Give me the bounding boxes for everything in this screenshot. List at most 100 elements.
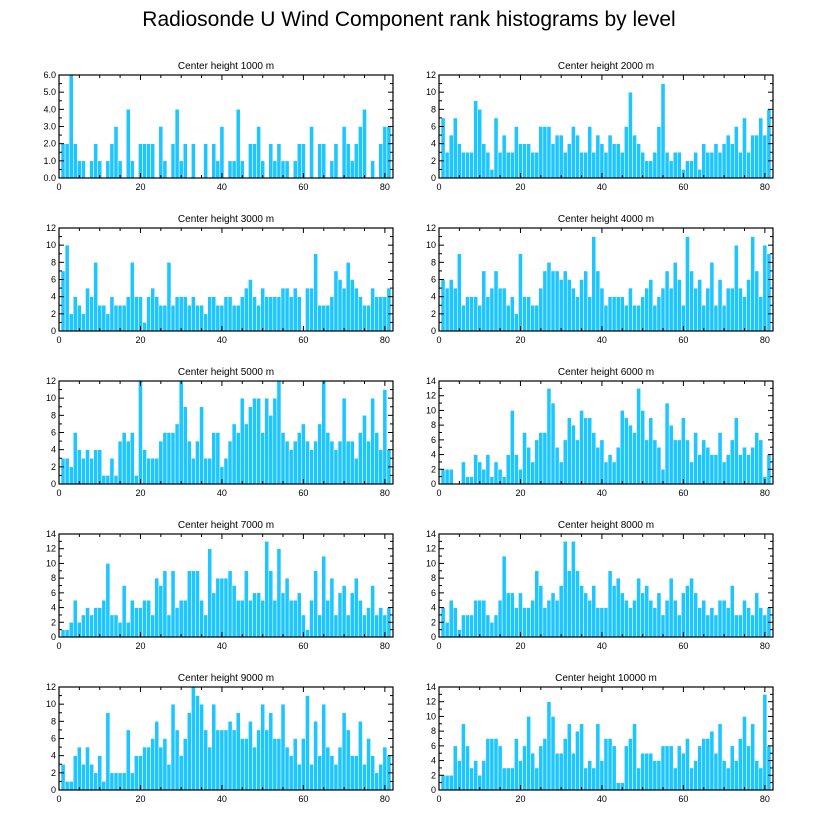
y-tick-label: 2 <box>431 770 436 780</box>
bar <box>81 458 86 485</box>
bar <box>77 305 82 332</box>
bar <box>640 592 645 638</box>
y-tick-label: 12 <box>46 223 56 233</box>
bar <box>526 607 531 638</box>
bar <box>68 74 74 179</box>
histogram-panel-5: Center height 5000 m 0 20 40 60 80 0 2 4 6 8 10 12 <box>46 367 394 498</box>
bar <box>583 270 588 332</box>
x-tick-label: 40 <box>597 488 607 498</box>
x-tick-label: 60 <box>298 794 308 804</box>
bar <box>305 629 310 638</box>
bar <box>272 738 278 791</box>
bar <box>656 126 662 179</box>
bar <box>366 738 371 791</box>
bar <box>575 439 580 485</box>
bar <box>514 126 519 179</box>
bar <box>191 686 196 791</box>
bar <box>493 461 499 485</box>
bar <box>668 160 674 179</box>
bar <box>591 236 597 332</box>
bar <box>199 703 204 791</box>
bar <box>534 570 540 638</box>
bar <box>542 738 548 791</box>
bar <box>182 296 188 332</box>
bar <box>138 380 143 485</box>
bar <box>199 305 204 332</box>
bar <box>725 454 731 485</box>
bar <box>358 296 363 332</box>
bar <box>370 755 375 791</box>
bar <box>362 614 367 638</box>
bar <box>150 458 155 485</box>
bar <box>288 599 294 638</box>
bar <box>620 296 625 332</box>
bar <box>469 152 474 179</box>
bar <box>345 440 351 485</box>
bar <box>121 432 127 485</box>
bar <box>583 152 588 179</box>
bar <box>562 270 568 332</box>
bar <box>664 599 670 638</box>
bar <box>664 270 670 332</box>
bar <box>207 746 212 791</box>
bar <box>640 152 645 179</box>
bar <box>272 296 278 332</box>
bar <box>522 432 527 485</box>
y-tick-label: 2 <box>431 156 436 166</box>
bar <box>256 305 261 332</box>
bar <box>477 109 483 179</box>
panel-title: Center height 8000 m <box>558 520 654 531</box>
bar <box>256 729 261 791</box>
y-tick-label: 14 <box>46 529 56 539</box>
bar <box>85 746 90 791</box>
bar <box>538 745 544 791</box>
bar <box>713 614 719 638</box>
bar <box>493 117 499 179</box>
bar <box>199 599 204 638</box>
bar <box>219 577 225 638</box>
bar <box>341 712 347 791</box>
bar <box>313 570 318 638</box>
bar <box>215 160 221 179</box>
bar <box>113 305 119 332</box>
bar <box>444 287 450 332</box>
bar <box>672 152 678 179</box>
bar <box>583 417 588 485</box>
bar <box>567 417 572 485</box>
bar <box>333 764 339 791</box>
bar <box>738 287 743 332</box>
bar <box>644 585 650 638</box>
bar <box>329 440 335 485</box>
y-tick-label: 0.0 <box>43 173 56 183</box>
histogram-panel-1: Center height 1000 m 0 20 40 60 80 0.0 1.0 2.0 3.… <box>43 61 394 192</box>
bar <box>514 454 519 485</box>
bar <box>571 287 576 332</box>
bar <box>117 440 123 485</box>
bar <box>97 755 103 791</box>
bar <box>709 730 715 791</box>
bar <box>203 313 208 332</box>
bar <box>81 160 86 179</box>
y-tick-label: 6 <box>51 734 56 744</box>
bar <box>734 760 739 791</box>
bar <box>105 313 111 332</box>
bar <box>292 160 298 179</box>
bar <box>648 160 654 179</box>
bar <box>260 432 265 485</box>
bar <box>461 461 466 485</box>
bar <box>125 729 131 791</box>
bar <box>505 767 511 791</box>
bar <box>689 577 694 638</box>
bar <box>518 143 523 179</box>
bar <box>448 279 454 332</box>
bar <box>579 152 584 179</box>
bar <box>211 703 217 791</box>
bar <box>362 415 367 485</box>
bar <box>142 143 147 179</box>
histogram-panel-4: Center height 4000 m 0 20 40 60 80 0 2 4 6 8 10 12 <box>426 214 774 345</box>
y-tick-label: 10 <box>46 558 56 568</box>
y-tick-label: 4 <box>51 603 56 613</box>
bar <box>579 410 584 485</box>
y-tick-label: 6 <box>431 741 436 751</box>
